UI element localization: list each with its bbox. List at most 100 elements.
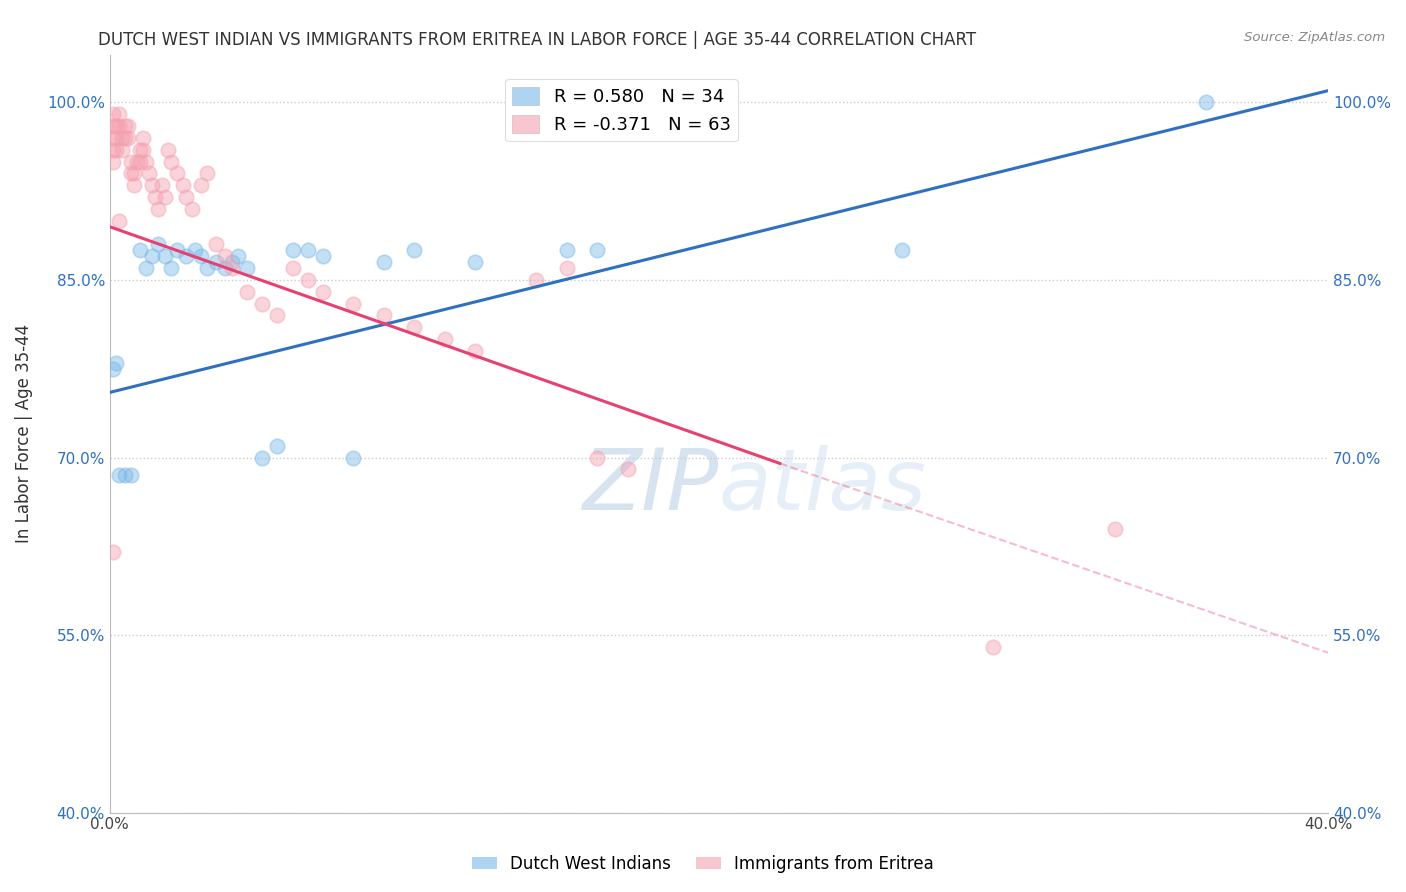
Point — [221, 255, 243, 269]
Point — [236, 285, 259, 299]
Point — [195, 261, 218, 276]
Point — [114, 131, 136, 145]
Point — [132, 131, 155, 145]
Point — [373, 255, 395, 269]
Point — [138, 166, 160, 180]
Point — [586, 450, 609, 465]
Point — [555, 261, 578, 276]
Point — [616, 462, 638, 476]
Point — [266, 439, 288, 453]
Point — [104, 356, 127, 370]
Point — [433, 332, 456, 346]
Point — [148, 202, 170, 216]
Point — [464, 343, 486, 358]
Point — [111, 131, 134, 145]
Point — [214, 261, 236, 276]
Point — [120, 468, 142, 483]
Point — [104, 119, 127, 133]
Point — [190, 249, 212, 263]
Point — [145, 190, 167, 204]
Point — [172, 178, 194, 193]
Legend: R = 0.580   N = 34, R = -0.371   N = 63: R = 0.580 N = 34, R = -0.371 N = 63 — [505, 79, 738, 142]
Point — [108, 214, 131, 228]
Point — [312, 285, 335, 299]
Point — [104, 143, 127, 157]
Text: atlas: atlas — [718, 445, 927, 528]
Point — [981, 640, 1004, 654]
Y-axis label: In Labor Force | Age 35-44: In Labor Force | Age 35-44 — [15, 325, 32, 543]
Point — [1195, 95, 1218, 110]
Point — [108, 107, 131, 121]
Point — [153, 190, 176, 204]
Point — [150, 178, 173, 193]
Point — [404, 320, 426, 334]
Point — [404, 244, 426, 258]
Point — [108, 119, 131, 133]
Point — [148, 237, 170, 252]
Point — [250, 450, 273, 465]
Legend: Dutch West Indians, Immigrants from Eritrea: Dutch West Indians, Immigrants from Erit… — [465, 848, 941, 880]
Point — [101, 143, 124, 157]
Point — [129, 154, 152, 169]
Point — [205, 237, 228, 252]
Point — [181, 202, 204, 216]
Point — [156, 143, 179, 157]
Point — [132, 143, 155, 157]
Point — [108, 468, 131, 483]
Point — [122, 166, 145, 180]
Point — [890, 244, 912, 258]
Point — [524, 273, 547, 287]
Point — [141, 249, 163, 263]
Point — [101, 131, 124, 145]
Point — [114, 468, 136, 483]
Point — [312, 249, 335, 263]
Point — [114, 119, 136, 133]
Point — [281, 261, 304, 276]
Point — [174, 190, 197, 204]
Point — [104, 131, 127, 145]
Point — [373, 309, 395, 323]
Point — [120, 166, 142, 180]
Point — [101, 107, 124, 121]
Point — [135, 154, 157, 169]
Point — [214, 249, 236, 263]
Point — [297, 244, 319, 258]
Point — [342, 450, 364, 465]
Point — [117, 119, 139, 133]
Point — [120, 154, 142, 169]
Point — [117, 131, 139, 145]
Point — [266, 309, 288, 323]
Point — [122, 178, 145, 193]
Point — [135, 261, 157, 276]
Text: DUTCH WEST INDIAN VS IMMIGRANTS FROM ERITREA IN LABOR FORCE | AGE 35-44 CORRELAT: DUTCH WEST INDIAN VS IMMIGRANTS FROM ERI… — [98, 31, 977, 49]
Point — [174, 249, 197, 263]
Point — [129, 244, 152, 258]
Point — [586, 244, 609, 258]
Point — [159, 261, 181, 276]
Point — [159, 154, 181, 169]
Point — [250, 296, 273, 310]
Point — [190, 178, 212, 193]
Point — [166, 166, 188, 180]
Point — [464, 255, 486, 269]
Point — [101, 545, 124, 559]
Point — [221, 261, 243, 276]
Text: ZIP: ZIP — [582, 445, 718, 528]
Point — [101, 119, 124, 133]
Point — [166, 244, 188, 258]
Point — [281, 244, 304, 258]
Point — [111, 143, 134, 157]
Point — [141, 178, 163, 193]
Point — [127, 154, 149, 169]
Point — [101, 361, 124, 376]
Point — [101, 154, 124, 169]
Point — [226, 249, 249, 263]
Point — [205, 255, 228, 269]
Point — [707, 95, 730, 110]
Point — [1104, 522, 1126, 536]
Point — [297, 273, 319, 287]
Point — [129, 143, 152, 157]
Text: Source: ZipAtlas.com: Source: ZipAtlas.com — [1244, 31, 1385, 45]
Point — [236, 261, 259, 276]
Point — [153, 249, 176, 263]
